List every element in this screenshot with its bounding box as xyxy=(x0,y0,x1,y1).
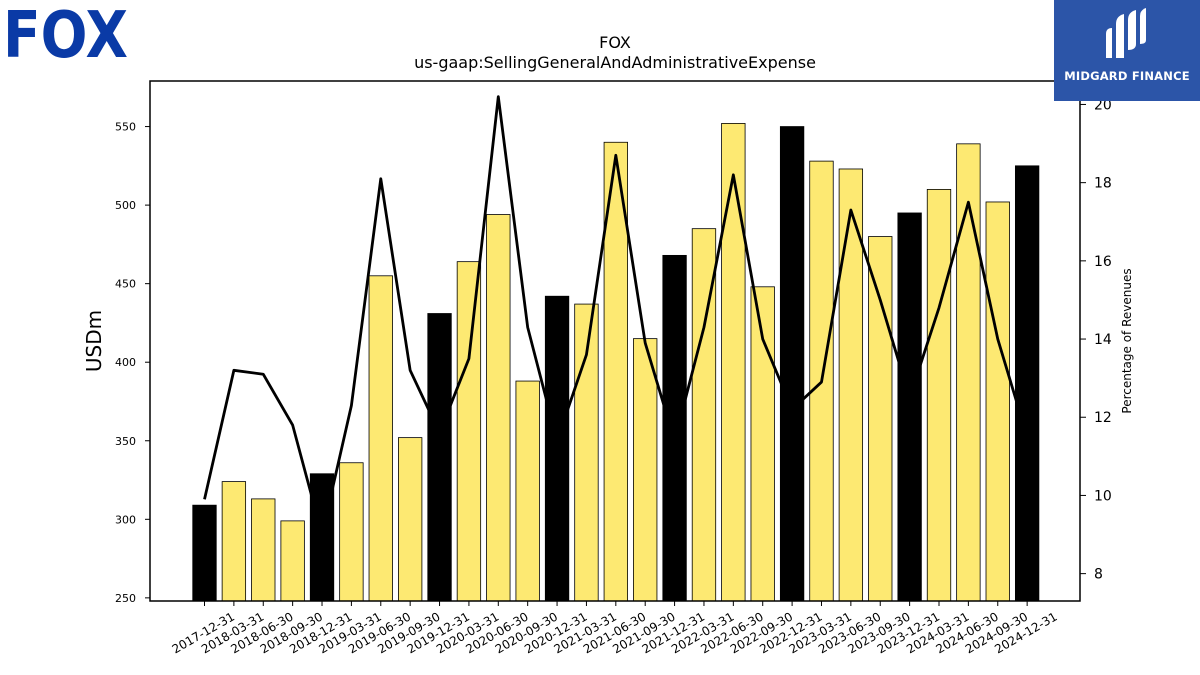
y2-tick-label: 12 xyxy=(1094,410,1112,426)
y-tick-label: 550 xyxy=(115,121,136,134)
chart-subtitle: us-gaap:SellingGeneralAndAdministrativeE… xyxy=(414,53,816,72)
bar xyxy=(251,498,276,602)
bar xyxy=(192,504,217,602)
bar xyxy=(221,481,247,602)
bar xyxy=(633,338,658,602)
bar xyxy=(956,143,981,602)
bar xyxy=(398,437,423,602)
y2-tick-label: 16 xyxy=(1094,254,1112,270)
percentage-line xyxy=(203,95,1029,536)
bar xyxy=(926,188,952,602)
bar xyxy=(985,201,1010,602)
y-axis-label: USDm xyxy=(82,310,106,372)
bar xyxy=(544,295,570,602)
bar xyxy=(721,123,746,602)
bar xyxy=(868,236,893,602)
fox-logo: FOX xyxy=(3,0,130,73)
y-tick-label: 500 xyxy=(115,199,136,212)
plot-frame xyxy=(149,80,1081,602)
fox-logo-text: FOX xyxy=(5,4,128,60)
y2-tick-label: 8 xyxy=(1094,567,1103,583)
bar xyxy=(486,214,511,602)
bar xyxy=(897,212,922,602)
bar xyxy=(339,462,364,602)
bar xyxy=(456,261,482,602)
chart-title: FOX xyxy=(599,33,631,52)
line-layer xyxy=(203,95,1029,536)
y2-tick-label: 10 xyxy=(1094,488,1112,504)
y-tick-label: 350 xyxy=(115,435,136,448)
bars-layer xyxy=(192,123,1040,602)
y2-tick-label: 14 xyxy=(1094,332,1112,348)
y-tick-label: 450 xyxy=(115,278,136,291)
bar xyxy=(1014,165,1040,602)
midgard-finance-name: MIDGARD FINANCE xyxy=(1064,69,1190,83)
midgard-finance-logo: MIDGARD FINANCE xyxy=(1054,0,1200,101)
bar xyxy=(662,254,687,602)
bar xyxy=(368,275,393,602)
y-tick-label: 300 xyxy=(115,513,136,526)
y2-tick-label: 18 xyxy=(1094,176,1112,192)
bar xyxy=(779,126,805,602)
y-tick-label: 400 xyxy=(115,356,136,369)
y2-tick-label: 20 xyxy=(1094,97,1112,113)
bar xyxy=(427,313,452,602)
bar xyxy=(280,520,305,602)
midgard-emblem-icon xyxy=(1106,8,1146,58)
y-tick-label: 250 xyxy=(115,592,136,605)
bar xyxy=(515,380,540,602)
y2-axis-label: Percentage of Revenues xyxy=(1120,268,1134,413)
